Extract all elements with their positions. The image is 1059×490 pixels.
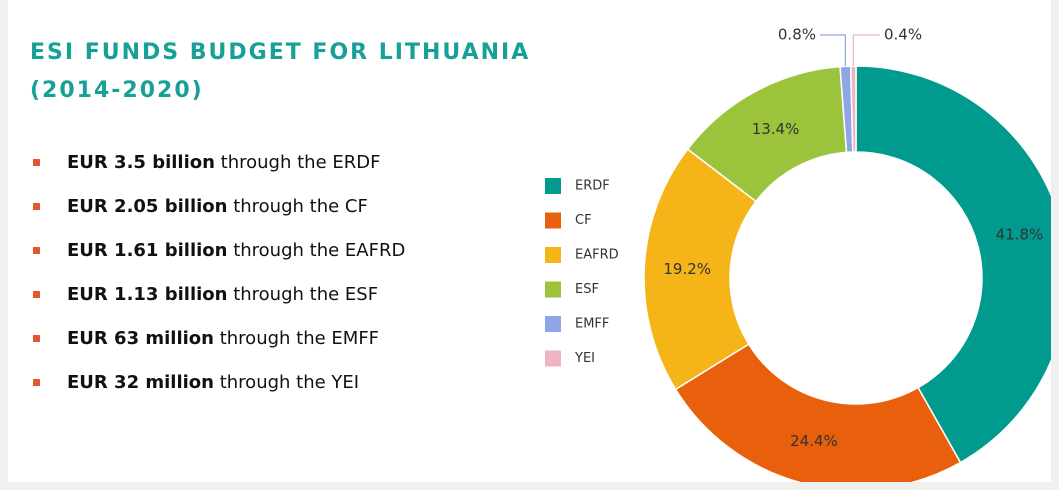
legend-swatch [545, 247, 561, 263]
list-item: EUR 2.05 billion through the CF [30, 190, 405, 234]
value-label: 0.8% [778, 26, 816, 44]
slice [674, 343, 962, 482]
legend-label: YEI [574, 351, 595, 366]
fund: through the ESF [227, 284, 379, 305]
value-label: 19.2% [663, 260, 711, 278]
legend-label: EMFF [575, 317, 609, 332]
fund: through the YEI [213, 372, 360, 393]
title: ESI FUNDS BUDGET FOR LITHUANIA (2014-202… [30, 40, 531, 103]
value-label: 13.4% [752, 120, 800, 138]
legend-label: ERDF [575, 179, 610, 194]
amount: EUR 1.61 billion [67, 240, 228, 261]
fund: through the CF [227, 196, 368, 217]
legend-label: EAFRD [575, 248, 619, 263]
list-item: EUR 1.13 billion through the ESF [30, 278, 405, 322]
legend-swatch [545, 316, 561, 332]
fund: through the EMFF [213, 328, 380, 349]
fund: through the ERDF [214, 152, 381, 173]
list-item: EUR 63 million through the EMFF [30, 322, 405, 366]
fund-list: EUR 3.5 billion through the ERDF EUR 2.05… [30, 146, 405, 410]
amount: EUR 2.05 billion [67, 196, 228, 217]
amount: EUR 1.13 billion [67, 284, 228, 305]
value-label: 41.8% [996, 225, 1044, 243]
list-item: EUR 3.5 billion through the ERDF [30, 146, 405, 190]
leader-line [820, 34, 846, 67]
slice [849, 65, 857, 153]
list-item: EUR 1.61 billion through the EAFRD [30, 234, 405, 278]
slice [855, 65, 1051, 464]
amount: EUR 63 million [67, 328, 214, 349]
amount: EUR 32 million [67, 372, 214, 393]
list-item: EUR 32 million through the YEI [30, 366, 405, 410]
slice [643, 148, 758, 391]
amount: EUR 3.5 billion [67, 152, 215, 173]
legend-swatch [545, 281, 561, 298]
legend-label: ESF [575, 282, 599, 297]
leader-line [852, 34, 880, 67]
legend-swatch [545, 350, 561, 367]
legend-swatch [545, 212, 561, 229]
fund: through the EAFRD [227, 240, 406, 261]
value-label: 0.4% [884, 26, 922, 44]
legend-swatch [545, 178, 561, 194]
value-label: 24.4% [790, 432, 838, 450]
legend-label: CF [575, 213, 592, 228]
chart: ERDF CF EAFRD ESF EMFF YEI 41.8% 24.4% 19.2% 13.4… [545, 26, 1051, 482]
